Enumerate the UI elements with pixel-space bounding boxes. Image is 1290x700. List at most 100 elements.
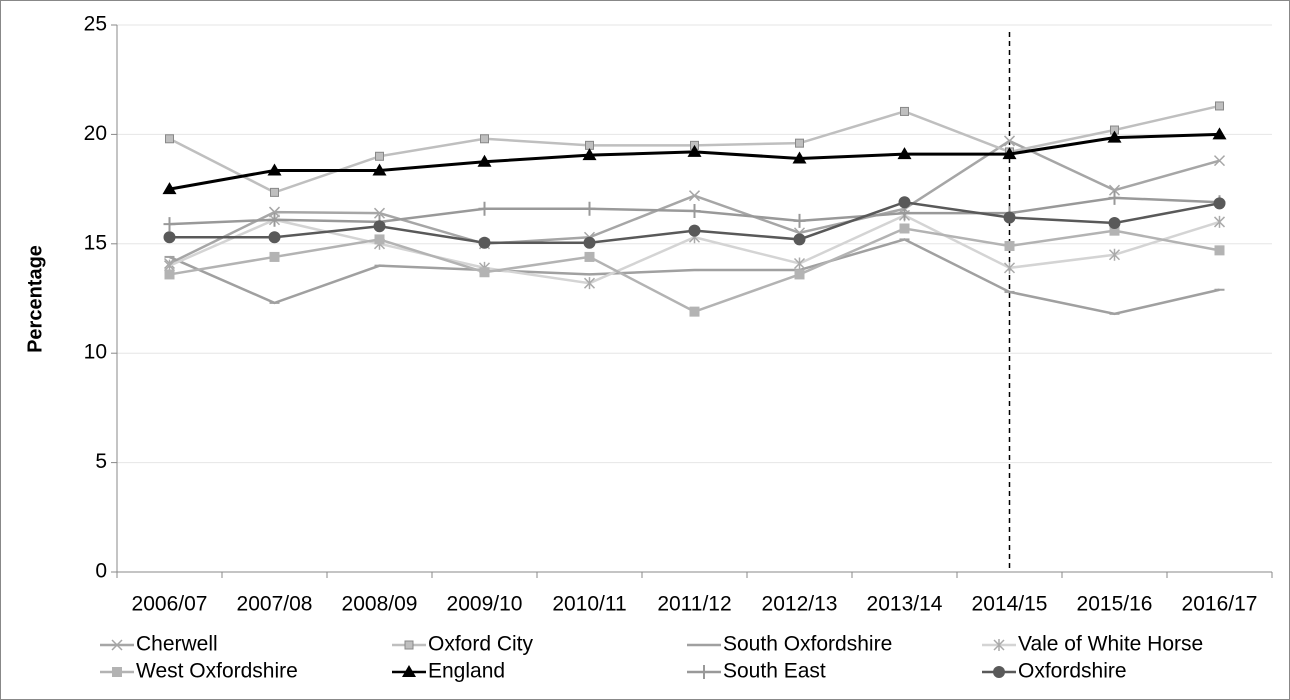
marker [478, 201, 491, 216]
marker-shape [688, 224, 701, 237]
marker [698, 665, 710, 679]
marker [993, 666, 1005, 678]
marker [269, 251, 280, 262]
marker-shape [478, 201, 491, 216]
legend-item: Cherwell [100, 633, 218, 656]
marker-shape [1004, 240, 1015, 251]
marker-shape [404, 640, 414, 650]
marker [373, 220, 386, 233]
marker [583, 201, 596, 216]
marker [162, 182, 177, 195]
marker-shape [165, 134, 174, 144]
marker-shape [1213, 215, 1226, 228]
marker [688, 224, 701, 237]
marker-shape [584, 251, 595, 262]
marker [1214, 245, 1225, 256]
marker [795, 138, 804, 148]
marker [793, 233, 806, 246]
marker-shape [585, 140, 594, 150]
marker [1215, 101, 1224, 111]
marker [375, 151, 384, 161]
marker-shape [1002, 147, 1017, 160]
marker-shape [794, 269, 805, 280]
x-tick-label: 2009/10 [447, 593, 523, 616]
x-tick-label: 2007/08 [237, 593, 313, 616]
legend-label: South Oxfordshire [723, 633, 892, 656]
marker-shape [112, 667, 122, 677]
marker [899, 223, 910, 234]
marker [165, 134, 174, 144]
marker-shape [1108, 184, 1121, 196]
marker-shape [793, 233, 806, 246]
marker-shape [268, 212, 281, 227]
marker-shape [1108, 190, 1121, 205]
marker-shape [583, 201, 596, 216]
marker [688, 203, 701, 218]
marker [583, 277, 596, 290]
marker [163, 217, 176, 232]
legend-label: South East [723, 660, 826, 683]
marker [688, 190, 701, 202]
y-tick-label: 10 [84, 341, 107, 364]
marker-shape [477, 154, 492, 167]
marker-shape [1107, 130, 1122, 143]
marker-shape [402, 665, 416, 677]
legend-item: Oxford City [392, 633, 534, 656]
x-tick-label: 2013/14 [867, 593, 943, 616]
marker [687, 144, 702, 157]
marker [794, 269, 805, 280]
marker-shape [689, 306, 700, 317]
marker-shape [111, 639, 123, 651]
marker [164, 269, 175, 280]
legend-label: England [428, 660, 505, 683]
marker [479, 267, 490, 278]
marker-shape [1109, 225, 1120, 236]
legend-item: West Oxfordshire [100, 660, 298, 683]
marker [373, 207, 386, 219]
x-tick-label: 2015/16 [1077, 593, 1153, 616]
marker [374, 234, 385, 245]
marker [584, 251, 595, 262]
marker [111, 639, 123, 651]
marker [163, 231, 176, 244]
marker-shape [1212, 127, 1227, 140]
marker [1213, 197, 1226, 210]
marker-shape [1213, 155, 1226, 167]
marker-shape [582, 148, 597, 161]
marker [900, 106, 909, 116]
marker-shape [478, 236, 491, 249]
marker-shape [1108, 217, 1121, 230]
marker-shape [373, 220, 386, 233]
legend-item: England [392, 660, 505, 683]
marker-shape [164, 269, 175, 280]
marker-shape [897, 147, 912, 160]
y-tick-label: 20 [84, 122, 107, 145]
marker-shape [372, 163, 387, 176]
marker-shape [373, 207, 386, 219]
marker-shape [993, 666, 1005, 678]
marker-shape [1108, 248, 1121, 261]
marker-shape [269, 251, 280, 262]
marker [897, 147, 912, 160]
legend-label: Oxford City [428, 633, 534, 656]
marker [1213, 155, 1226, 167]
marker-shape [270, 187, 279, 197]
marker [793, 257, 806, 270]
marker-shape [162, 182, 177, 195]
marker [582, 148, 597, 161]
marker-shape [1003, 211, 1016, 224]
marker-shape [793, 257, 806, 270]
marker [898, 196, 911, 209]
marker [793, 213, 806, 228]
marker-shape [898, 196, 911, 209]
x-tick-label: 2006/07 [132, 593, 208, 616]
marker-shape [1003, 135, 1016, 147]
y-tick-label: 0 [95, 560, 107, 583]
marker [583, 236, 596, 249]
marker-shape [163, 231, 176, 244]
marker [404, 640, 414, 650]
marker-shape [687, 144, 702, 157]
x-tick-label: 2012/13 [762, 593, 838, 616]
marker-shape [163, 217, 176, 232]
